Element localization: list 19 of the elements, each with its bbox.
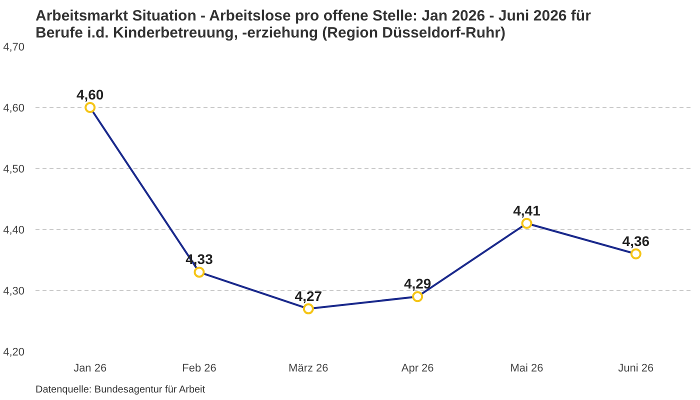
y-tick-label: 4,50 xyxy=(3,164,25,176)
y-tick-label: 4,20 xyxy=(3,346,25,358)
y-tick-label: 4,40 xyxy=(3,224,25,236)
x-tick-label: Jan 26 xyxy=(74,362,107,374)
text: 4,29 xyxy=(404,276,432,292)
y-tick-label: 4,60 xyxy=(3,102,25,114)
y-tick-label: 4,70 xyxy=(3,42,25,54)
y-tick-label: 4,30 xyxy=(3,286,25,298)
text: 4,60 xyxy=(76,86,104,102)
text: 4,36 xyxy=(622,232,650,249)
x-tick-label: Apr 26 xyxy=(401,362,434,374)
text: 4,27 xyxy=(294,288,322,304)
x-tick-label: Feb 26 xyxy=(182,362,216,374)
chart-title: Arbeitsmarkt Situation - Arbeitslose pro offene Stelle: Jan 2026 - Juni 2026 für Berufe i.d. Kinderbetreuung, -erziehung (Region Düsseldorf-Ruhr) xyxy=(36,8,592,42)
x-tick-label: März 26 xyxy=(288,362,328,374)
x-tick-label: Mai 26 xyxy=(510,362,544,374)
text: Datenquelle: Bundesagentur für Arbeit xyxy=(36,384,206,396)
text: 4,41 xyxy=(513,202,540,218)
x-tick-label: Juni 26 xyxy=(618,362,654,374)
